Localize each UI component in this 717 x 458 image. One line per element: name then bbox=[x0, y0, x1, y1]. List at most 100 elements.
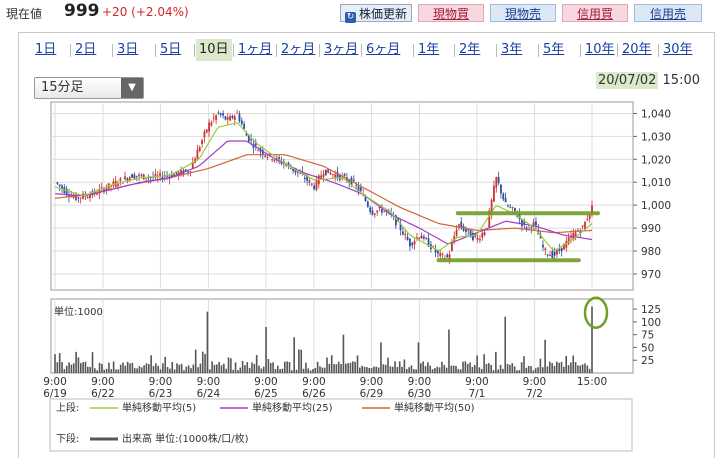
volume-bar bbox=[94, 368, 96, 373]
candle-body bbox=[296, 171, 299, 173]
volume-bar bbox=[140, 367, 143, 373]
volume-bar bbox=[349, 362, 352, 373]
tab-2日[interactable]: 2日 bbox=[75, 42, 97, 57]
tab-2ヶ月[interactable]: 2ヶ月 bbox=[281, 42, 316, 57]
volume-bar bbox=[164, 356, 167, 373]
volume-bar bbox=[492, 370, 495, 373]
tab-separator bbox=[155, 44, 156, 57]
y-tick-label: 1,020 bbox=[641, 154, 671, 166]
volume-bar bbox=[457, 369, 460, 373]
x-tick-date: 6/24 bbox=[197, 388, 221, 400]
volume-bar bbox=[466, 364, 469, 373]
volume-bar bbox=[183, 370, 185, 373]
volume-bar bbox=[473, 364, 476, 373]
quote-header: 現在値 999 +20 (+2.04%) ↻ 株価更新 現物買 現物売 信用買 信用売 bbox=[0, 0, 717, 26]
volume-bar bbox=[124, 365, 127, 373]
volume-bar bbox=[265, 327, 267, 373]
candle-body bbox=[408, 238, 411, 247]
candle-body bbox=[205, 129, 208, 133]
volume-bar bbox=[314, 367, 317, 373]
volume-plot-area bbox=[50, 298, 634, 374]
tab-5年[interactable]: 5年 bbox=[543, 42, 565, 57]
volume-bar bbox=[459, 369, 462, 373]
volume-bar bbox=[551, 363, 553, 373]
candle-body bbox=[504, 198, 507, 203]
candle-body bbox=[355, 185, 358, 187]
volume-bar bbox=[89, 367, 91, 373]
candle-body bbox=[79, 197, 82, 199]
candle-body bbox=[331, 174, 334, 176]
tab-separator bbox=[70, 44, 71, 57]
tab-3日[interactable]: 3日 bbox=[117, 42, 139, 57]
volume-bar bbox=[288, 362, 291, 373]
volume-bar bbox=[412, 369, 415, 373]
tab-10日[interactable]: 10日 bbox=[196, 39, 232, 61]
volume-bar bbox=[239, 367, 242, 373]
candle-body bbox=[308, 180, 311, 183]
trade-button-2[interactable]: 現物売 bbox=[490, 4, 556, 22]
candle-body bbox=[65, 188, 68, 195]
tab-3年[interactable]: 3年 bbox=[501, 42, 523, 57]
tab-1ヶ月[interactable]: 1ヶ月 bbox=[238, 42, 273, 57]
candle-body bbox=[467, 229, 470, 231]
volume-bar bbox=[96, 370, 99, 373]
volume-bar bbox=[464, 361, 467, 373]
candle-body bbox=[563, 243, 565, 250]
candle-body bbox=[488, 210, 491, 228]
volume-bar bbox=[260, 368, 263, 373]
refresh-icon: ↻ bbox=[344, 12, 356, 23]
tab-20年[interactable]: 20年 bbox=[622, 42, 652, 57]
volume-bar bbox=[155, 363, 157, 373]
candle-body bbox=[112, 181, 115, 186]
trade-button-4[interactable]: 信用売 bbox=[634, 4, 702, 22]
volume-bar bbox=[305, 362, 307, 373]
candle-body bbox=[380, 209, 383, 213]
volume-bar bbox=[567, 365, 570, 373]
tab-2年[interactable]: 2年 bbox=[459, 42, 481, 57]
candle-body bbox=[521, 219, 523, 227]
volume-bar bbox=[180, 363, 183, 373]
interval-select[interactable]: 15分足 ▼ bbox=[34, 77, 144, 99]
volume-bar bbox=[145, 363, 148, 373]
button-label: 信用売 bbox=[649, 7, 686, 21]
candle-body bbox=[324, 169, 327, 176]
tab-separator bbox=[112, 44, 113, 57]
tab-separator bbox=[361, 44, 362, 57]
trade-button-1[interactable]: 現物買 bbox=[418, 4, 484, 22]
tab-1日[interactable]: 1日 bbox=[35, 42, 57, 57]
tab-30年[interactable]: 30年 bbox=[663, 42, 693, 57]
tab-5日[interactable]: 5日 bbox=[160, 42, 182, 57]
volume-bar bbox=[370, 368, 373, 373]
volume-bar bbox=[387, 357, 389, 373]
candle-body bbox=[539, 234, 542, 239]
volume-bar bbox=[291, 370, 293, 373]
volume-bar bbox=[312, 369, 314, 373]
volume-bar bbox=[434, 368, 436, 373]
candle-body bbox=[371, 210, 374, 215]
candle-body bbox=[373, 213, 376, 215]
volume-bar bbox=[234, 362, 237, 373]
tab-3ヶ月[interactable]: 3ヶ月 bbox=[324, 42, 359, 57]
tab-1年[interactable]: 1年 bbox=[418, 42, 440, 57]
candle-body bbox=[126, 178, 129, 181]
current-price-label: 現在値 bbox=[6, 7, 43, 21]
trade-button-3[interactable]: 信用買 bbox=[562, 4, 628, 22]
volume-bar bbox=[420, 363, 422, 373]
volume-bar bbox=[574, 362, 577, 373]
tab-6ヶ月[interactable]: 6ヶ月 bbox=[366, 42, 401, 57]
volume-bar bbox=[274, 369, 277, 373]
volume-y-tick-label: 50 bbox=[641, 342, 654, 354]
candle-body bbox=[511, 207, 514, 208]
candle-body bbox=[184, 169, 187, 172]
tab-10年[interactable]: 10年 bbox=[585, 42, 615, 57]
y-tick-label: 990 bbox=[641, 223, 661, 235]
candle-body bbox=[383, 211, 386, 213]
candle-body bbox=[432, 246, 435, 248]
volume-bar bbox=[373, 366, 375, 373]
volume-bar bbox=[326, 357, 328, 373]
refresh-button[interactable]: ↻ 株価更新 bbox=[340, 4, 412, 23]
button-label: 現物売 bbox=[504, 7, 541, 21]
volume-bar bbox=[253, 363, 256, 373]
volume-bar bbox=[523, 356, 525, 373]
candle-body bbox=[187, 171, 189, 173]
